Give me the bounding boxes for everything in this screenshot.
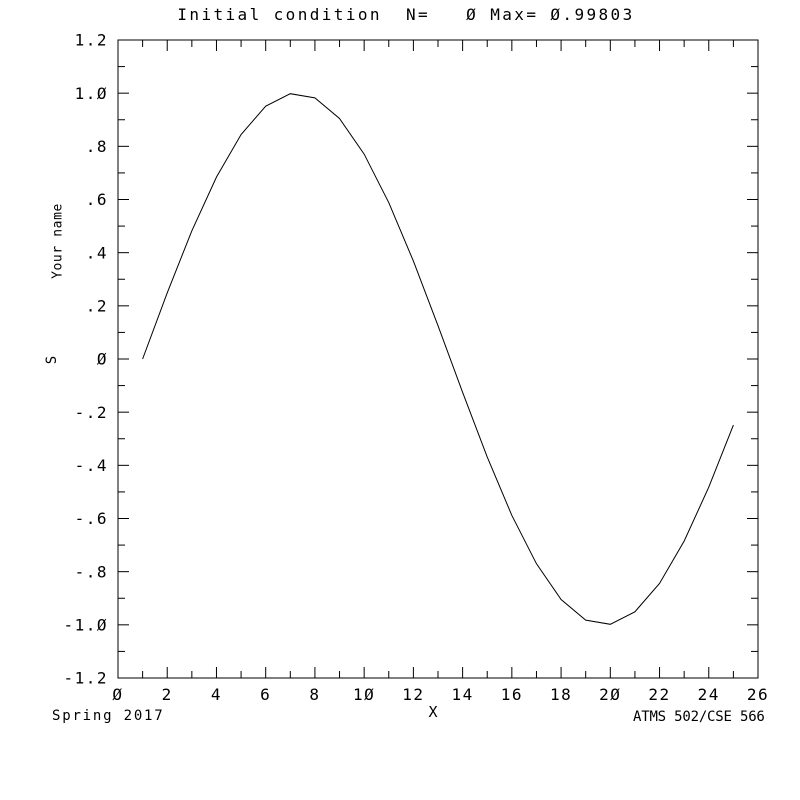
svg-text:.6: .6: [86, 190, 108, 209]
svg-text:1Ø: 1Ø: [353, 685, 375, 704]
svg-text:-.8: -.8: [75, 562, 108, 581]
x-axis-title: X: [428, 703, 438, 721]
svg-text:.4: .4: [86, 243, 108, 262]
svg-text:24: 24: [698, 685, 720, 704]
svg-text:14: 14: [451, 685, 473, 704]
svg-text:12: 12: [402, 685, 424, 704]
svg-text:-.2: -.2: [75, 403, 108, 422]
svg-text:2Ø: 2Ø: [599, 685, 621, 704]
svg-text:1.Ø: 1.Ø: [75, 84, 108, 103]
svg-text:-.6: -.6: [75, 509, 108, 528]
plot-frame: [117, 39, 759, 679]
svg-text:16: 16: [501, 685, 523, 704]
svg-text:Ø: Ø: [97, 350, 108, 369]
svg-text:1.2: 1.2: [75, 31, 108, 50]
svg-text:-1.Ø: -1.Ø: [63, 615, 108, 634]
svg-text:2: 2: [162, 685, 173, 704]
x-ticks: [142, 40, 734, 678]
svg-text:-.4: -.4: [75, 456, 108, 475]
chart-title: Initial condition N= Ø Max= Ø.99803: [177, 5, 635, 24]
svg-text:.8: .8: [86, 137, 108, 156]
svg-text:8: 8: [309, 685, 320, 704]
y-tick-labels: 1.2 1.Ø .8 .6 .4 .2 Ø -.2 -.4 -.6 -.8 -1.Ø -1.2: [63, 31, 108, 688]
curve: [142, 93, 734, 625]
svg-text:-1.2: -1.2: [63, 669, 108, 688]
svg-text:Ø: Ø: [112, 685, 123, 704]
x-tick-labels: Ø 2 4 6 8 1Ø 12 14 16 18 2Ø 22 24 26: [112, 685, 769, 704]
y-ticks: [118, 66, 758, 652]
svg-text:6: 6: [260, 685, 271, 704]
svg-text:26: 26: [747, 685, 769, 704]
svg-text:18: 18: [550, 685, 572, 704]
footer-semester: Spring 2017: [52, 708, 165, 724]
svg-text:.2: .2: [86, 296, 108, 315]
svg-text:22: 22: [648, 685, 670, 704]
footer-course: ATMS 502/CSE 566: [633, 709, 765, 725]
svg-text:4: 4: [211, 685, 222, 704]
